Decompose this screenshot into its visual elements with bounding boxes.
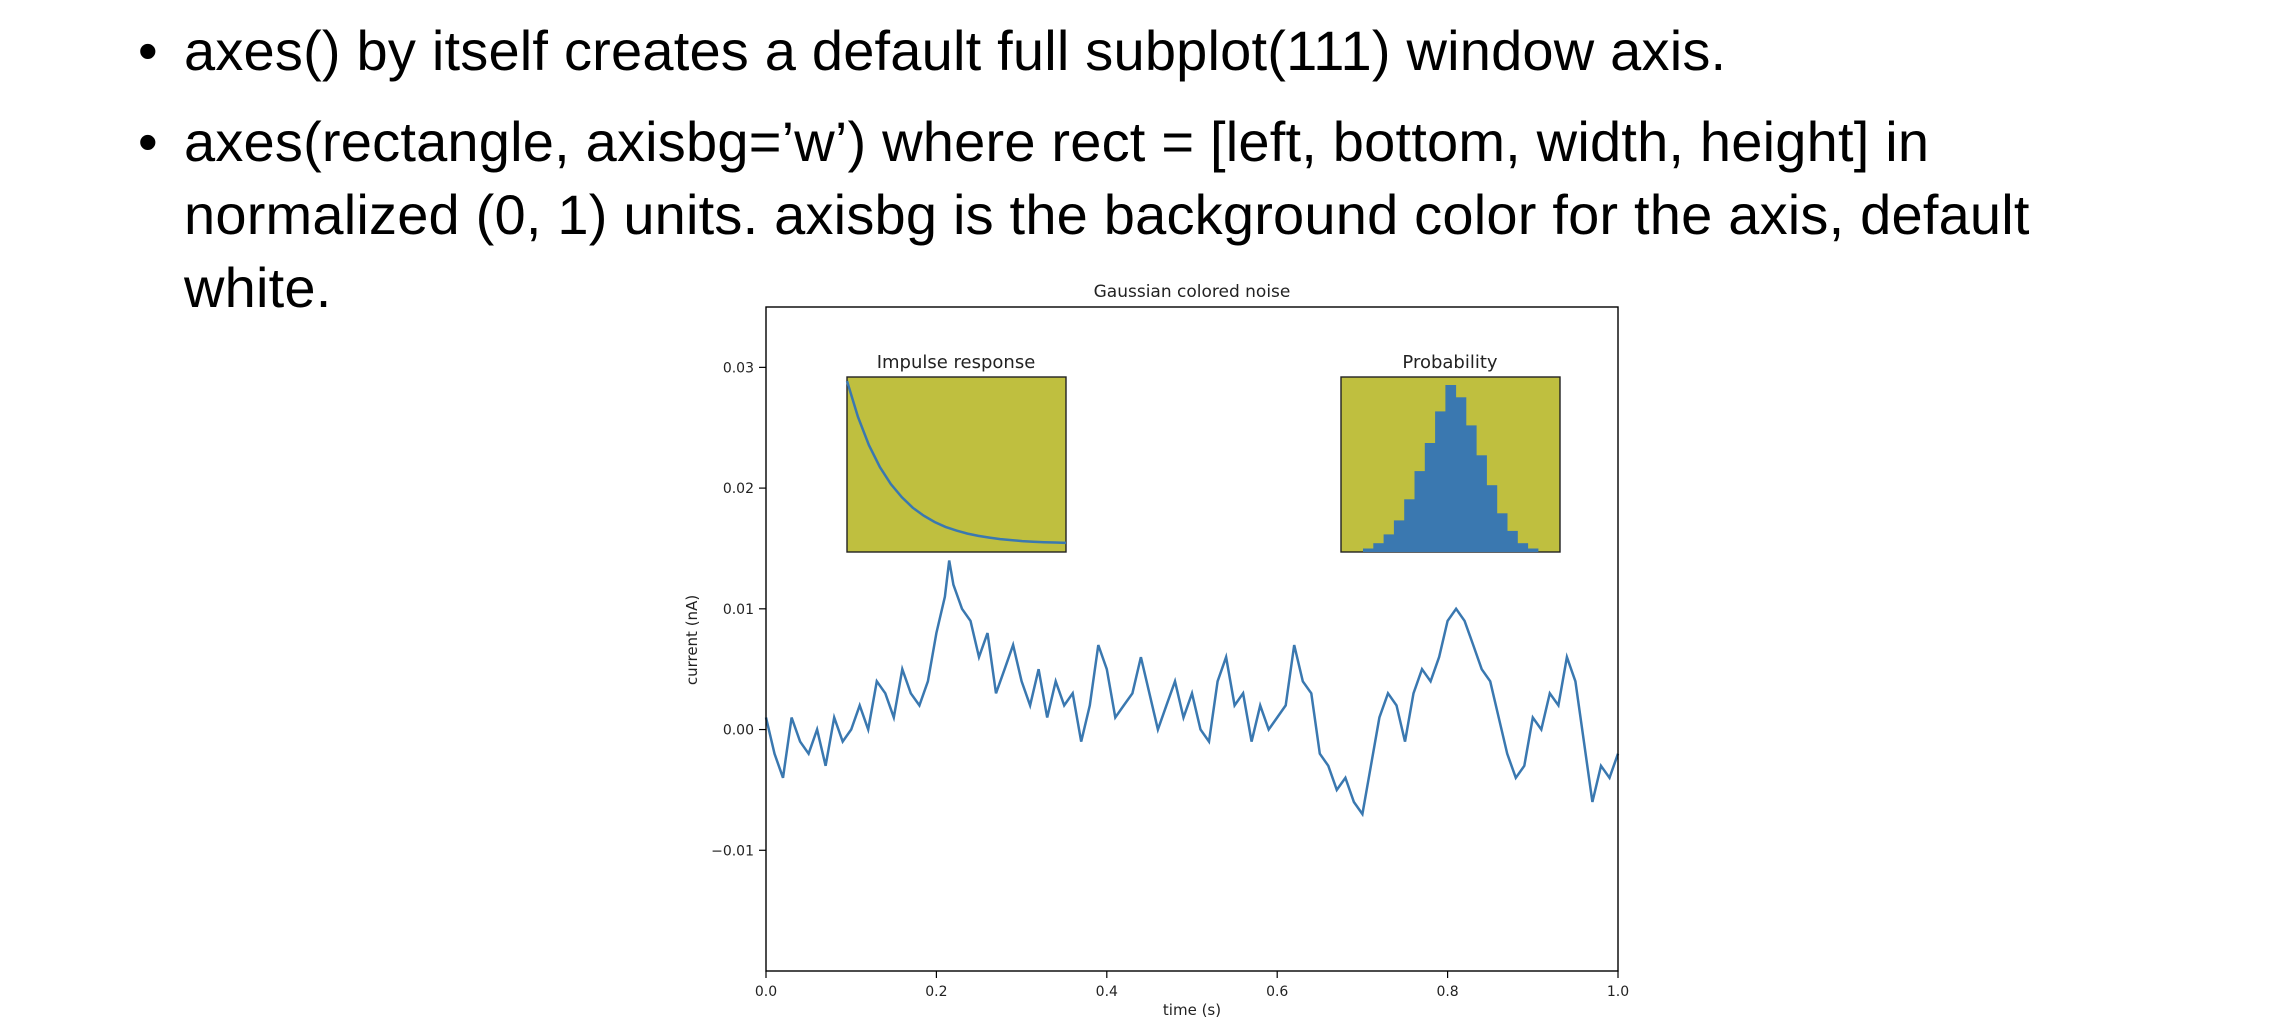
x-tick-label: 0.4 [1096,984,1118,1000]
x-tick-label: 0.6 [1266,984,1288,1000]
bullet-item-axes-default: • axes() by itself creates a default ful… [138,14,2138,87]
histogram-bar [1393,520,1405,552]
histogram-bar [1414,471,1426,552]
main-noise-line [764,560,1620,818]
main-xticks: 0.0 0.2 0.4 0.6 0.8 1.0 [755,971,1629,1000]
probability-histogram [1363,385,1539,552]
bullet-text: axes(rectangle, axisbg=’w’) where rect =… [184,110,2030,319]
histogram-bar [1517,543,1529,552]
histogram-bar [1527,548,1539,552]
histogram-bar [1486,485,1498,552]
y-tick-label: 0.00 [723,723,754,739]
main-axes-frame [765,306,1619,972]
histogram-bar [1424,443,1436,552]
x-tick-label: 0.8 [1436,984,1458,1000]
bullet-text: axes() by itself creates a default full … [184,19,1727,82]
histogram-bar [1373,543,1384,552]
y-tick-label: 0.03 [723,360,754,376]
main-yticks: −0.01 0.00 0.01 0.02 0.03 [711,360,766,859]
impulse-inset-title: Impulse response [877,352,1036,373]
y-tick-label: 0.01 [723,602,754,618]
probability-inset-title: Probability [1402,352,1497,373]
bullet-dot: • [138,110,158,173]
main-chart-title: Gaussian colored noise [1094,282,1291,302]
histogram-bar [1404,499,1415,552]
histogram-bar [1465,425,1477,552]
histogram-bar [1435,411,1446,552]
impulse-inset-background [846,376,1067,553]
x-tick-label: 0.0 [755,984,777,1000]
bullet-list: • axes() by itself creates a default ful… [138,14,2138,342]
histogram-bar [1383,534,1395,552]
histogram-bar [1496,513,1508,552]
bullet-item-axes-rectangle: • axes(rectangle, axisbg=’w’) where rect… [138,105,2138,324]
histogram-bar [1455,397,1467,552]
impulse-response-line [845,380,1067,545]
y-tick-label: 0.02 [723,481,754,497]
histogram-bar [1476,455,1487,552]
y-tick-label: −0.01 [711,843,754,859]
x-tick-label: 1.0 [1607,984,1629,1000]
bullet-dot: • [138,19,158,82]
histogram-bar [1445,385,1457,552]
histogram-bar [1363,548,1374,552]
main-y-axis-label: current (nA) [683,595,701,685]
main-x-axis-label: time (s) [1163,1001,1221,1019]
histogram-bar [1507,530,1518,552]
x-tick-label: 0.2 [925,984,947,1000]
